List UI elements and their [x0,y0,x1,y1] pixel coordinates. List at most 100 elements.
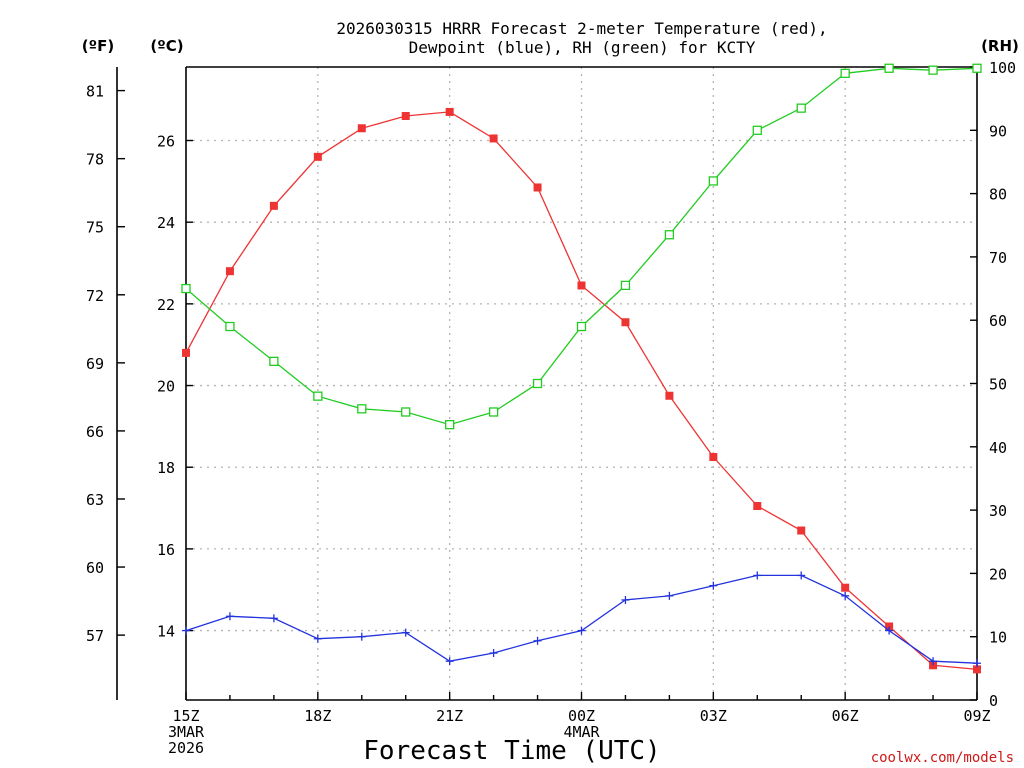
time-tick-label: 06Z [832,707,859,725]
temperature-point [225,267,234,276]
time-tick-label: 3MAR [168,723,205,741]
rh-tick-label: 40 [989,439,1007,457]
rh-point [225,321,235,332]
fahrenheit-tick-label: 60 [86,559,104,577]
dewpoint-point [401,628,410,637]
gridlines [186,67,977,700]
fahrenheit-tick-label: 81 [86,83,104,101]
dewpoint-point [445,657,454,666]
temperature-point [182,348,190,357]
temperature-point [973,665,981,674]
credit-text: coolwx.com/models [871,750,1014,766]
dewpoint-point [709,581,718,590]
fahrenheit-tick-label: 75 [86,219,104,237]
x-axis-label: Forecast Time (UTC) [363,736,660,766]
fahrenheit-tick-label: 63 [86,491,104,509]
temperature-point [885,622,894,631]
temperature-point [621,318,630,327]
temperature-point [753,502,762,511]
rh-point [401,407,411,417]
time-tick-label: 03Z [700,707,727,725]
dewpoint-point [753,571,762,580]
fahrenheit-tick-label: 72 [86,287,104,305]
rh-tick-label: 0 [989,692,998,710]
temperature-point [445,107,454,116]
time-tick-label: 00Z [568,707,595,725]
unit-label-celsius: (ºC) [150,37,183,55]
rh-tick-label: 80 [989,186,1007,204]
fahrenheit-tick-label: 69 [86,355,104,373]
dewpoint-point [973,659,981,668]
rh-tick-label: 100 [989,59,1016,77]
temperature-point [577,281,586,290]
chart-title-line1: 2026030315 HRRR Forecast 2-meter Tempera… [336,19,827,38]
dewpoint-point [533,636,542,645]
celsius-tick-label: 16 [157,541,175,559]
dewpoint-point [313,634,322,643]
dewpoint-point [841,591,850,600]
rh-tick-label: 90 [989,122,1007,140]
time-tick-label: 21Z [436,707,463,725]
temperature-point [665,391,674,400]
dewpoint-point [357,632,366,641]
unit-label-fahrenheit: (ºF) [82,37,114,55]
temperature-point [489,134,498,143]
rh-point [884,63,894,73]
temperature-point [709,453,718,462]
temperature-point [313,152,322,161]
dewpoint-point [182,626,190,635]
time-tick-label: 18Z [304,707,331,725]
dewpoint-point [489,649,498,658]
celsius-tick-label: 22 [157,296,175,314]
rh-point [269,356,279,366]
rh-point [313,391,323,401]
rh-tick-label: 20 [989,565,1007,583]
fahrenheit-tick-label: 57 [86,627,104,645]
rh-tick-label: 50 [989,376,1007,394]
rh-point [928,65,938,75]
temperature-point [929,661,938,670]
rh-point [357,404,367,414]
rh-tick-label: 30 [989,502,1007,520]
chart-title-line2: Dewpoint (blue), RH (green) for KCTY [409,38,756,57]
time-tick-label: 15Z [172,707,199,725]
fahrenheit-tick-label: 78 [86,151,104,169]
temperature-point [357,124,366,133]
time-tick-label: 4MAR [563,723,600,741]
fahrenheit-tick-label: 66 [86,423,104,441]
time-tick-label: 2026 [168,739,204,757]
rh-tick-label: 70 [989,249,1007,267]
dewpoint-point [797,571,806,580]
celsius-tick-label: 18 [157,459,175,477]
rh-point [488,407,499,417]
rh-point [752,125,762,135]
rh-tick-label: 10 [989,629,1007,647]
axes: 57 60 63 66 69 72 75 78 81 14 16 18 20 22 24 26 0 10 20 30 4… [86,59,1016,757]
rh-point [840,68,850,78]
rh-point [576,321,587,332]
rh-point [664,230,675,240]
temperature-point [841,583,850,592]
dewpoint-point [621,595,630,604]
temperature-point [797,526,806,535]
unit-label-rh: (RH) [981,37,1019,55]
celsius-tick-label: 24 [157,214,175,232]
rh-point [445,419,455,430]
dewpoint-point [225,612,234,621]
temperature-point [401,112,410,121]
rh-point [796,103,806,113]
dewpoint-point [929,657,938,666]
dewpoint-point [885,626,894,635]
time-tick-label: 09Z [963,707,990,725]
rh-tick-label: 60 [989,312,1007,330]
rh-point [708,176,718,186]
dewpoint-point [577,626,586,635]
rh-point [972,63,982,73]
celsius-tick-label: 20 [157,378,175,396]
dewpoint-point [665,591,674,600]
rh-point [532,378,543,389]
temperature-point [533,183,542,192]
rh-point [181,283,191,294]
dewpoint-point [269,614,278,623]
